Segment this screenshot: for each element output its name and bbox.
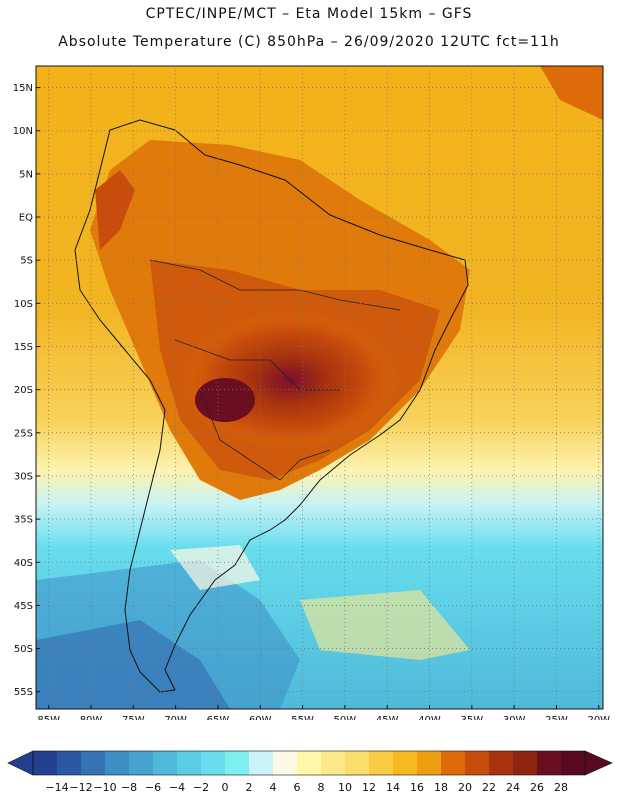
colorbar-tick-label: 8 <box>318 781 325 794</box>
lat-label: 15N <box>13 83 33 94</box>
colorbar-tick-label: 18 <box>434 781 448 794</box>
colorbar-tick-label: 24 <box>506 781 520 794</box>
colorbar-swatch <box>81 751 106 775</box>
colorbar-tick-label: 12 <box>362 781 376 794</box>
lat-label: 50S <box>14 644 33 655</box>
lon-label: 50W <box>334 715 357 720</box>
lat-label: 40S <box>14 558 33 569</box>
lon-label: 20W <box>587 715 610 720</box>
colorbar-min-arrow <box>7 750 34 776</box>
colorbar-tick-label: 2 <box>246 781 253 794</box>
colorbar-tick-label: 20 <box>458 781 472 794</box>
lat-label: 30S <box>14 471 33 482</box>
colorbar-tick-label: −2 <box>193 781 209 794</box>
colorbar-tick-label: −4 <box>169 781 185 794</box>
colorbar-swatch <box>273 751 298 775</box>
lon-label: 75W <box>122 715 145 720</box>
colorbar-tick-label: −12 <box>69 781 92 794</box>
lon-label: 35W <box>461 715 484 720</box>
colorbar-tick-label: 16 <box>410 781 424 794</box>
lon-label: 30W <box>503 715 526 720</box>
lat-label: 5N <box>19 169 33 180</box>
colorbar-swatch <box>393 751 418 775</box>
colorbar-swatch <box>225 751 250 775</box>
colorbar-swatch <box>297 751 322 775</box>
lon-label: 80W <box>80 715 103 720</box>
colorbar-swatch <box>129 751 154 775</box>
colorbar-tick-label: 0 <box>222 781 229 794</box>
map-subtitle: Absolute Temperature (C) 850hPa – 26/09/… <box>58 34 560 50</box>
colorbar-swatch <box>201 751 226 775</box>
colorbar-swatch <box>537 751 562 775</box>
lon-label: 40W <box>418 715 441 720</box>
colorbar-swatch <box>105 751 130 775</box>
temperature-map: 15N 10N 5N EQ 5S 10S 15S 20S 25S 30S 35S 40S 45S 50S 5… <box>13 65 610 720</box>
colorbar-swatch <box>177 751 202 775</box>
colorbar-tick-label: −8 <box>121 781 137 794</box>
colorbar-swatch <box>513 751 538 775</box>
colorbar-tick-label: 28 <box>554 781 568 794</box>
colorbar-tick-label: 4 <box>270 781 277 794</box>
colorbar-swatch <box>417 751 442 775</box>
colorbar-swatch <box>33 751 58 775</box>
colorbar-tick-label: −10 <box>93 781 116 794</box>
lat-label: 35S <box>14 515 33 526</box>
colorbar-tick-label: −14 <box>45 781 68 794</box>
map-title: CPTEC/INPE/MCT – Eta Model 15km – GFS <box>145 6 473 22</box>
colorbar-tick-label: 26 <box>530 781 544 794</box>
lat-label: 10N <box>13 126 33 137</box>
lat-label: 55S <box>14 687 33 698</box>
lat-label: 15S <box>14 342 33 353</box>
lat-label: 10S <box>14 299 33 310</box>
lon-label: 25W <box>545 715 568 720</box>
lon-label: 55W <box>291 715 314 720</box>
colorbar-swatch <box>321 751 346 775</box>
colorbar-swatch <box>489 751 514 775</box>
lon-label: 60W <box>249 715 272 720</box>
colorbar-tick-label: −6 <box>145 781 161 794</box>
lat-label: 45S <box>14 601 33 612</box>
lat-label: EQ <box>19 213 33 224</box>
lat-label: 20S <box>14 385 33 396</box>
colorbar-max-arrow <box>584 750 613 776</box>
colorbar-swatch <box>441 751 466 775</box>
colorbar-swatch <box>465 751 490 775</box>
colorbar-swatch <box>249 751 274 775</box>
colorbar-swatch <box>153 751 178 775</box>
lat-label: 5S <box>20 256 33 267</box>
colorbar-tick-label: 22 <box>482 781 496 794</box>
lat-label: 25S <box>14 428 33 439</box>
colorbar-swatch <box>345 751 370 775</box>
colorbar: −14 −12 −10 −8 −6 −4 −2 0 2 4 6 8 10 12 14 16 18 20 22 24 26… <box>7 750 613 794</box>
colorbar-tick-label: 10 <box>338 781 352 794</box>
lon-label: 70W <box>164 715 187 720</box>
colorbar-swatch <box>369 751 394 775</box>
colorbar-tick-label: 14 <box>386 781 400 794</box>
lon-label: 45W <box>376 715 399 720</box>
lon-label: 85W <box>37 715 60 720</box>
colorbar-swatch <box>57 751 82 775</box>
lon-label: 65W <box>207 715 230 720</box>
colorbar-tick-label: 6 <box>294 781 301 794</box>
colorbar-swatch <box>561 751 586 775</box>
